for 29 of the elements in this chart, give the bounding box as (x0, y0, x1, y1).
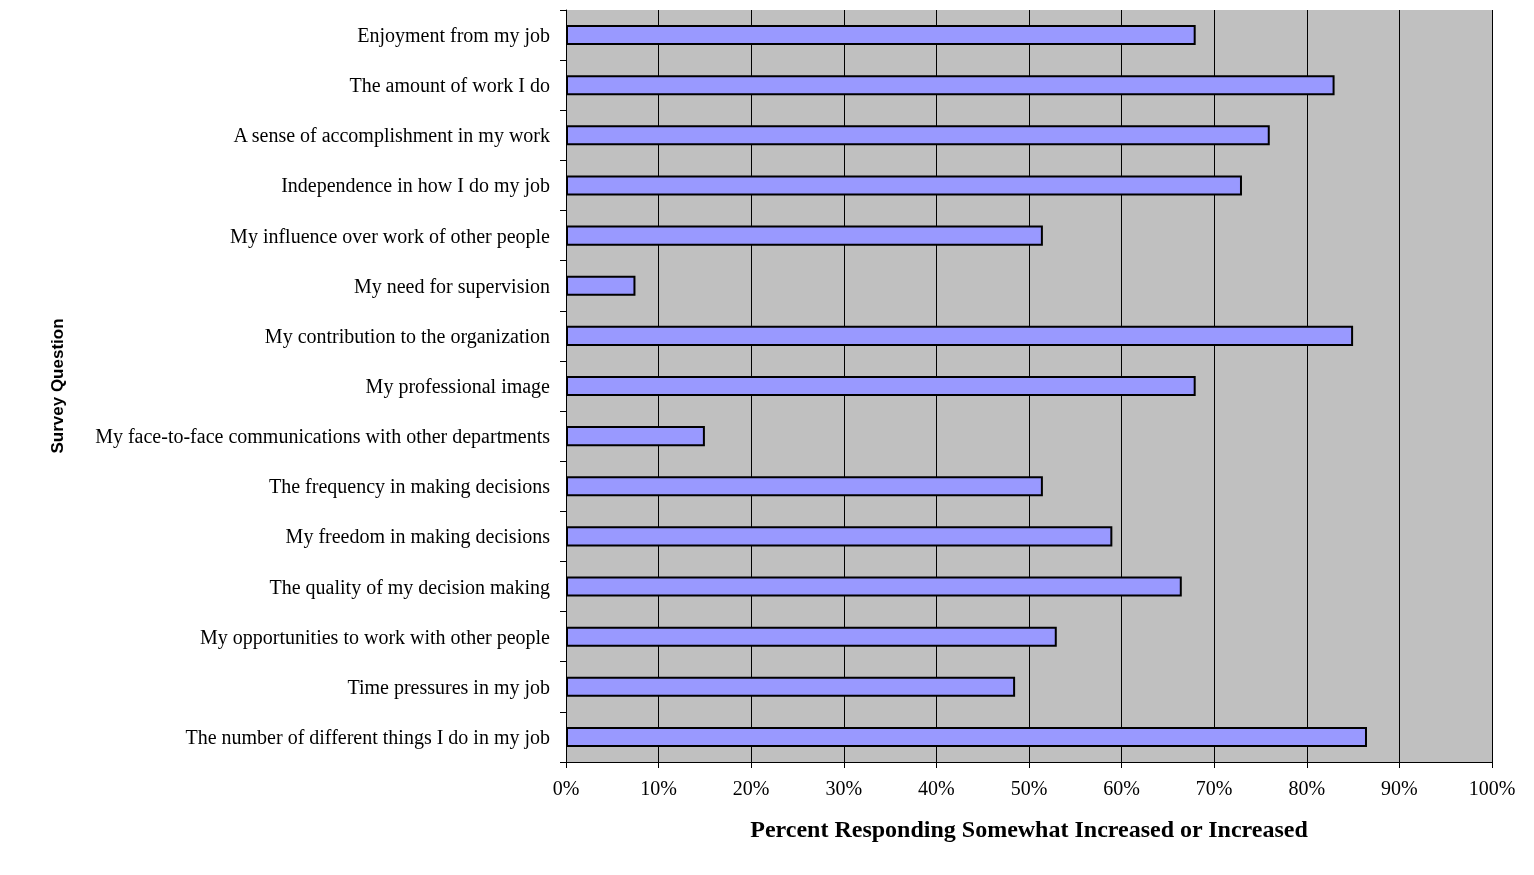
x-tick-label: 60% (1103, 777, 1140, 799)
y-tick-label: My face-to-face communications with other departments (95, 425, 551, 449)
x-tick-label: 50% (1010, 777, 1048, 799)
x-tick-label: 20% (732, 777, 770, 799)
y-tick-label: My need for supervision (353, 274, 550, 298)
y-tick-label: My contribution to the organization (264, 324, 550, 348)
y-tick-label: The frequency in making decisions (268, 475, 551, 499)
y-tick-label: Independence in how I do my job (281, 174, 550, 198)
y-tick-label: My professional image (365, 375, 551, 398)
y-tick-label: The quality of my decision making (269, 575, 550, 599)
x-tick-label: 10% (640, 777, 677, 799)
y-tick-label: My opportunities to work with other people (200, 625, 551, 649)
y-tick-label: My influence over work of other people (230, 224, 551, 248)
x-tick-label: 80% (1288, 777, 1326, 799)
y-tick-label: Enjoyment from my job (357, 24, 550, 48)
y-tick-label: The number of different things I do in my job (185, 725, 550, 749)
x-tick-label: 90% (1381, 777, 1418, 799)
y-tick-label: The amount of work I do (349, 74, 550, 97)
y-tick-label: Time pressures in my job (347, 675, 550, 699)
x-tick-label: 100% (1468, 777, 1516, 799)
x-axis-title: Percent Responding Somewhat Increased or Increased (750, 816, 1309, 842)
x-tick-label: 30% (825, 777, 863, 799)
y-tick-label: My freedom in making decisions (285, 525, 551, 549)
x-tick-label: 40% (918, 777, 955, 799)
x-tick-label: 70% (1195, 777, 1233, 799)
x-tick-label: 0% (552, 777, 580, 799)
y-tick-label: A sense of accomplishment in my work (233, 124, 550, 148)
y-axis-title: Survey Question (48, 318, 67, 454)
bar (566, 275, 636, 296)
